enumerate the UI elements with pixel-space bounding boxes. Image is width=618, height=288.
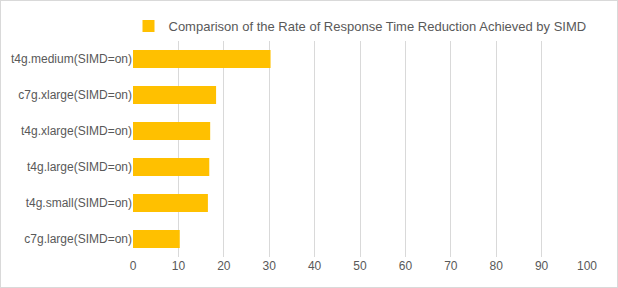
svg-text:c7g.large(SIMD=on): c7g.large(SIMD=on) <box>24 232 132 246</box>
svg-text:c7g.xlarge(SIMD=on): c7g.xlarge(SIMD=on) <box>18 88 132 102</box>
svg-text:t4g.medium(SIMD=on): t4g.medium(SIMD=on) <box>11 52 132 66</box>
svg-text:0: 0 <box>130 259 137 273</box>
svg-text:100: 100 <box>577 259 597 273</box>
svg-text:40: 40 <box>308 259 322 273</box>
svg-text:10: 10 <box>172 259 186 273</box>
svg-text:t4g.xlarge(SIMD=on): t4g.xlarge(SIMD=on) <box>21 124 132 138</box>
svg-text:90: 90 <box>535 259 549 273</box>
svg-text:30: 30 <box>263 259 277 273</box>
svg-text:50: 50 <box>353 259 367 273</box>
svg-text:t4g.large(SIMD=on): t4g.large(SIMD=on) <box>27 160 132 174</box>
svg-text:70: 70 <box>444 259 458 273</box>
svg-text:60: 60 <box>399 259 413 273</box>
svg-text:Comparison of the Rate of Resp: Comparison of the Rate of Response Time … <box>169 19 587 34</box>
svg-text:t4g.small(SIMD=on): t4g.small(SIMD=on) <box>26 196 132 210</box>
svg-text:80: 80 <box>490 259 504 273</box>
svg-text:20: 20 <box>217 259 231 273</box>
